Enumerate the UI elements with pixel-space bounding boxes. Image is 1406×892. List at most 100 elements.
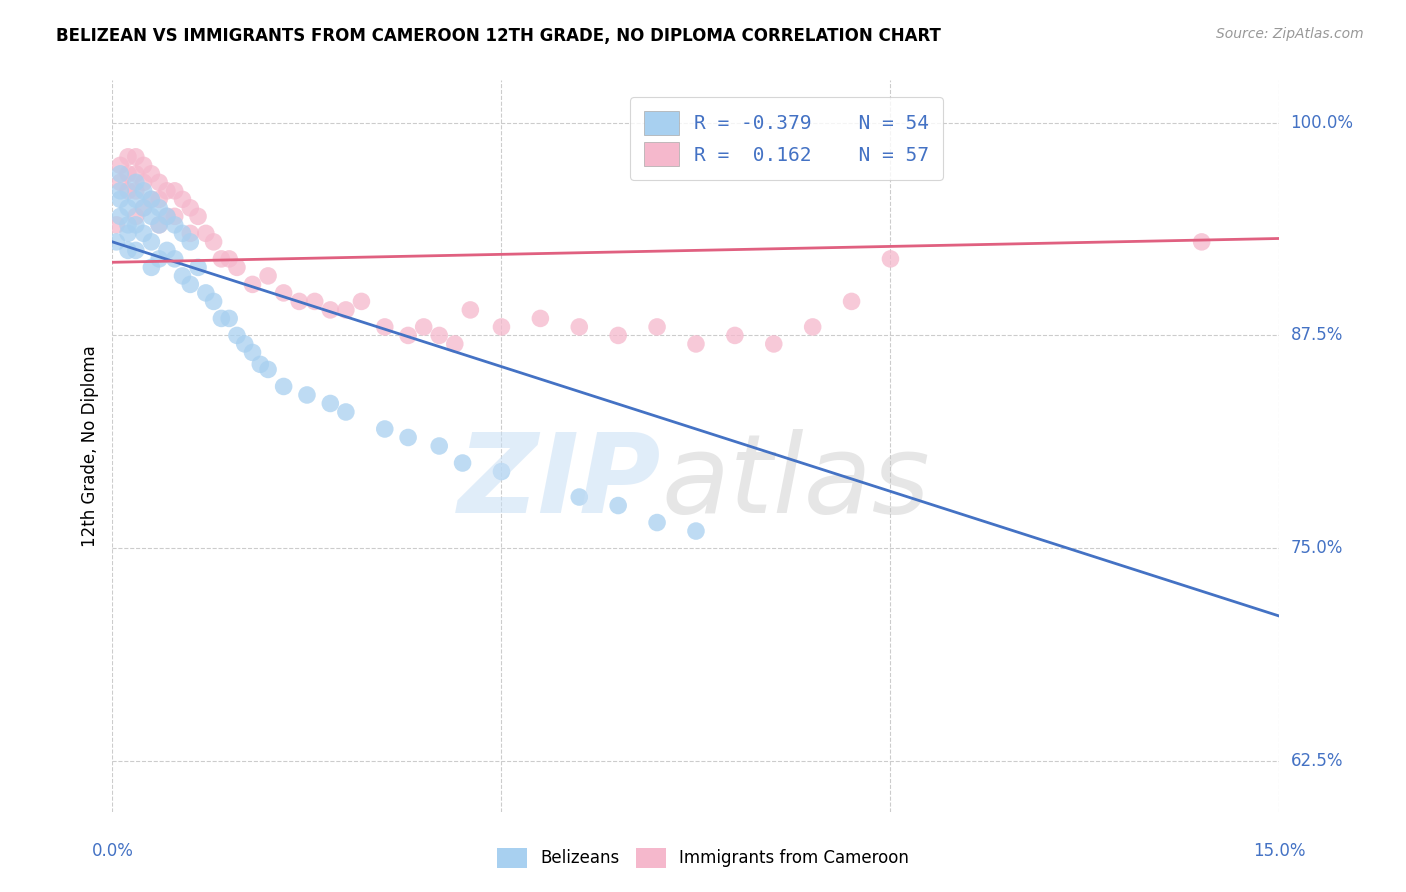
Point: [148, 218, 170, 232]
Point: [249, 357, 271, 371]
Point: [163, 252, 186, 266]
Point: [141, 235, 163, 249]
Point: [460, 302, 482, 317]
Point: [148, 175, 170, 189]
Point: [125, 192, 148, 206]
Point: [132, 201, 155, 215]
Point: [396, 430, 419, 444]
Point: [156, 184, 179, 198]
Point: [335, 302, 357, 317]
Point: [172, 192, 194, 206]
Point: [148, 252, 170, 266]
Point: [141, 192, 163, 206]
Text: 87.5%: 87.5%: [1291, 326, 1343, 344]
Point: [125, 244, 148, 258]
Point: [645, 516, 668, 530]
Point: [187, 210, 209, 224]
Point: [117, 218, 139, 232]
Text: Source: ZipAtlas.com: Source: ZipAtlas.com: [1216, 27, 1364, 41]
Point: [110, 192, 132, 206]
Point: [163, 210, 186, 224]
Point: [396, 328, 419, 343]
Text: 100.0%: 100.0%: [1291, 114, 1354, 132]
Point: [117, 227, 139, 241]
Point: [879, 252, 901, 266]
Point: [841, 294, 863, 309]
Point: [179, 277, 201, 292]
Point: [141, 167, 163, 181]
Point: [110, 175, 132, 189]
Text: ZIP: ZIP: [457, 429, 661, 536]
Point: [257, 362, 280, 376]
Text: 75.0%: 75.0%: [1291, 539, 1343, 558]
Point: [226, 260, 249, 275]
Point: [141, 192, 163, 206]
Point: [685, 524, 707, 538]
Point: [374, 320, 396, 334]
Point: [288, 294, 311, 309]
Point: [110, 158, 132, 172]
Text: 15.0%: 15.0%: [1253, 842, 1306, 860]
Point: [110, 167, 132, 181]
Point: [304, 294, 326, 309]
Point: [117, 150, 139, 164]
Point: [148, 218, 170, 232]
Point: [105, 235, 128, 249]
Point: [172, 268, 194, 283]
Point: [226, 328, 249, 343]
Point: [491, 320, 513, 334]
Point: [172, 227, 194, 241]
Text: BELIZEAN VS IMMIGRANTS FROM CAMEROON 12TH GRADE, NO DIPLOMA CORRELATION CHART: BELIZEAN VS IMMIGRANTS FROM CAMEROON 12T…: [56, 27, 941, 45]
Point: [685, 337, 707, 351]
Point: [607, 328, 630, 343]
Legend: R = -0.379    N = 54, R =  0.162    N = 57: R = -0.379 N = 54, R = 0.162 N = 57: [630, 97, 943, 180]
Point: [645, 320, 668, 334]
Point: [179, 201, 201, 215]
Point: [125, 184, 148, 198]
Point: [209, 311, 232, 326]
Point: [568, 320, 591, 334]
Point: [451, 456, 474, 470]
Point: [273, 285, 295, 300]
Text: 0.0%: 0.0%: [91, 842, 134, 860]
Point: [209, 252, 232, 266]
Point: [233, 337, 256, 351]
Point: [105, 218, 128, 232]
Point: [156, 210, 179, 224]
Point: [117, 244, 139, 258]
Point: [242, 277, 264, 292]
Point: [443, 337, 465, 351]
Point: [179, 227, 201, 241]
Point: [156, 210, 179, 224]
Point: [427, 439, 450, 453]
Point: [529, 311, 551, 326]
Point: [607, 499, 630, 513]
Point: [273, 379, 295, 393]
Point: [141, 210, 163, 224]
Point: [762, 337, 785, 351]
Y-axis label: 12th Grade, No Diploma: 12th Grade, No Diploma: [80, 345, 98, 547]
Point: [187, 260, 209, 275]
Point: [202, 294, 225, 309]
Point: [801, 320, 824, 334]
Text: atlas: atlas: [661, 429, 929, 536]
Point: [179, 235, 201, 249]
Point: [202, 235, 225, 249]
Point: [194, 227, 217, 241]
Point: [125, 150, 148, 164]
Point: [163, 218, 186, 232]
Point: [218, 252, 240, 266]
Text: 62.5%: 62.5%: [1291, 752, 1343, 770]
Point: [295, 388, 318, 402]
Point: [125, 210, 148, 224]
Point: [412, 320, 434, 334]
Point: [132, 184, 155, 198]
Point: [132, 227, 155, 241]
Point: [335, 405, 357, 419]
Point: [350, 294, 373, 309]
Point: [319, 302, 342, 317]
Point: [319, 396, 342, 410]
Point: [194, 285, 217, 300]
Point: [163, 184, 186, 198]
Point: [132, 201, 155, 215]
